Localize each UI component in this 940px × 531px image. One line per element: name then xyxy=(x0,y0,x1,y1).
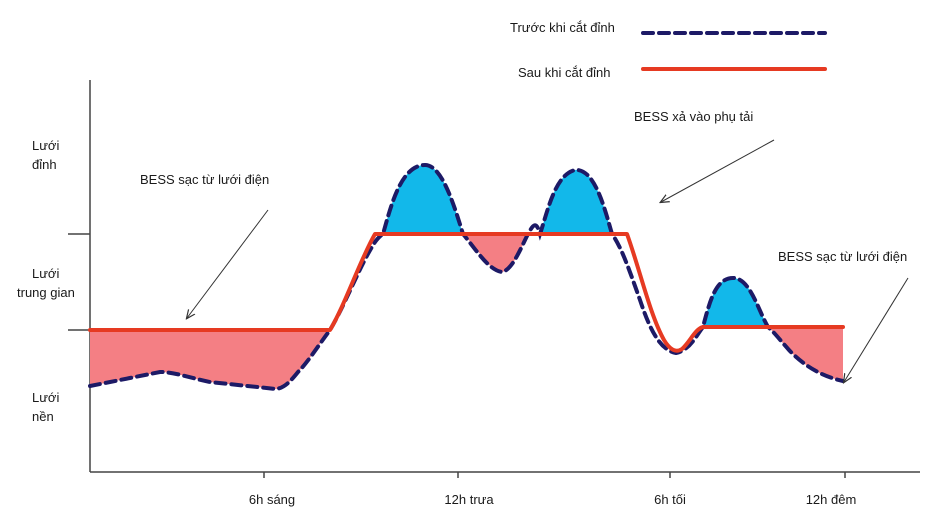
y-label-peak-line1: Lưới xyxy=(32,138,60,153)
arrow-charge-left xyxy=(187,209,269,318)
y-label-mid: Lưới trung gian xyxy=(17,264,75,302)
annotation-discharge: BESS xả vào phụ tải xyxy=(634,109,754,124)
legend-after-label: Sau khi cắt đỉnh xyxy=(518,65,611,80)
y-label-peak: Lưới đỉnh xyxy=(32,136,59,174)
legend-before-label: Trước khi cắt đỉnh xyxy=(510,20,615,35)
x-tick-label-midnight: 12h đêm xyxy=(805,492,857,507)
y-label-base: Lưới nền xyxy=(32,388,59,426)
charge-area-morning xyxy=(90,330,330,389)
y-label-peak-line2: đỉnh xyxy=(32,157,57,172)
charge-area-evening xyxy=(768,327,843,381)
x-tick-label-noon: 12h trưa xyxy=(444,492,494,507)
arrow-charge-right xyxy=(844,277,909,382)
y-label-base-line1: Lưới xyxy=(32,390,60,405)
annotation-charge-right: BESS sạc từ lưới điện xyxy=(778,249,908,264)
x-tick-label-6pm: 6h tối xyxy=(654,492,686,507)
y-label-base-line2: nền xyxy=(32,409,54,424)
before-shaving-line xyxy=(88,162,845,392)
y-label-mid-line1: Lưới xyxy=(32,266,60,281)
y-label-mid-line2: trung gian xyxy=(17,285,75,300)
arrow-discharge xyxy=(661,139,775,202)
discharge-area-peak-3 xyxy=(703,278,768,327)
after-shaving-line xyxy=(88,232,845,353)
x-tick-label-6am: 6h sáng xyxy=(248,492,296,507)
annotation-charge-left: BESS sạc từ lưới điện xyxy=(140,172,270,187)
